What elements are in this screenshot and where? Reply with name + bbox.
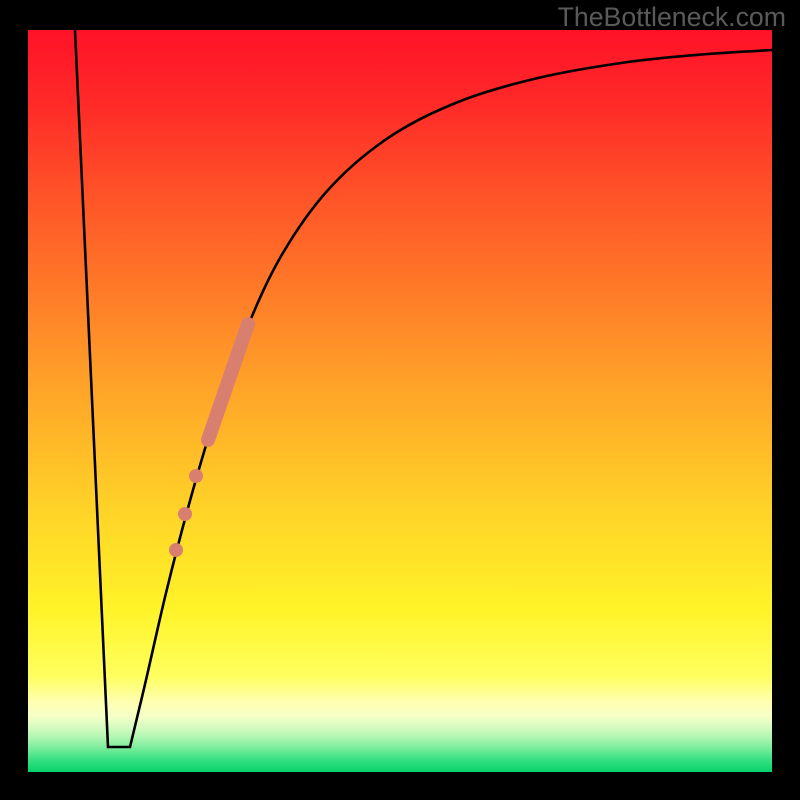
highlight-dot (169, 543, 183, 557)
chart-frame: TheBottleneck.com (0, 0, 800, 800)
chart-svg (28, 30, 772, 772)
gradient-background (28, 30, 772, 772)
highlight-dot (189, 469, 203, 483)
watermark-text: TheBottleneck.com (558, 2, 786, 33)
plot-area (28, 30, 772, 772)
highlight-dot (178, 507, 192, 521)
